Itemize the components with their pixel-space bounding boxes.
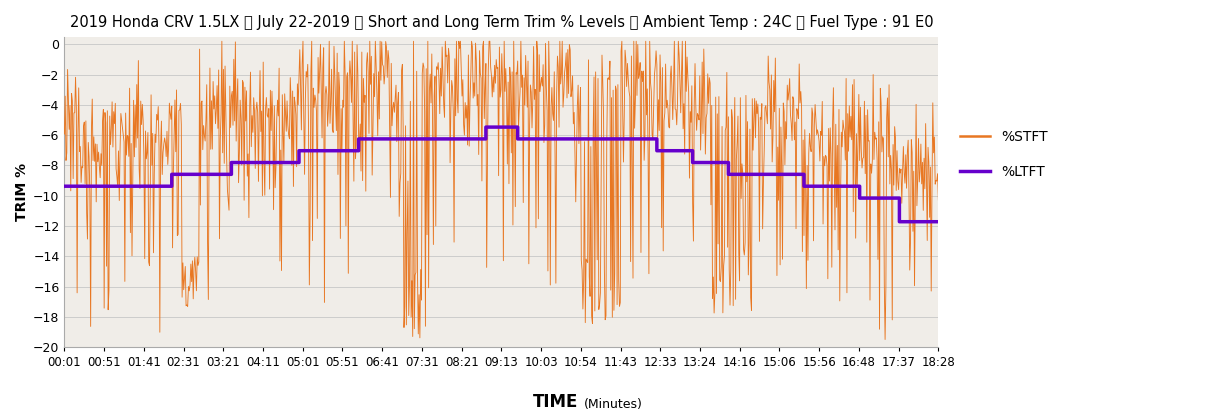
%STFT	[279, 129, 294, 134]
%STFT	[124, 141, 139, 146]
%LTFT	[278, 160, 292, 165]
%LTFT	[893, 219, 907, 224]
%LTFT	[730, 172, 744, 177]
%LTFT	[124, 184, 139, 189]
Line: %LTFT: %LTFT	[64, 127, 939, 222]
%LTFT	[478, 125, 493, 130]
Title: 2019 Honda CRV 1.5LX ： July 22-2019 ： Short and Long Term Trim % Levels ： Ambien: 2019 Honda CRV 1.5LX ： July 22-2019 ： Sh…	[70, 15, 934, 30]
%STFT	[215, 39, 230, 44]
Y-axis label: TRIM %: TRIM %	[14, 163, 29, 221]
%STFT	[99, 263, 114, 268]
Line: %STFT: %STFT	[64, 41, 939, 339]
%STFT	[931, 197, 946, 202]
%STFT	[420, 232, 435, 237]
Text: (Minutes): (Minutes)	[585, 398, 643, 411]
%STFT	[899, 152, 913, 157]
%STFT	[57, 132, 71, 137]
Legend: %STFT, %LTFT: %STFT, %LTFT	[954, 125, 1053, 185]
%LTFT	[419, 136, 434, 141]
%LTFT	[57, 184, 71, 189]
Text: TIME: TIME	[533, 393, 579, 411]
%LTFT	[99, 184, 114, 189]
%LTFT	[931, 219, 946, 224]
%STFT	[730, 140, 744, 145]
%LTFT	[899, 219, 913, 224]
%STFT	[878, 337, 893, 342]
